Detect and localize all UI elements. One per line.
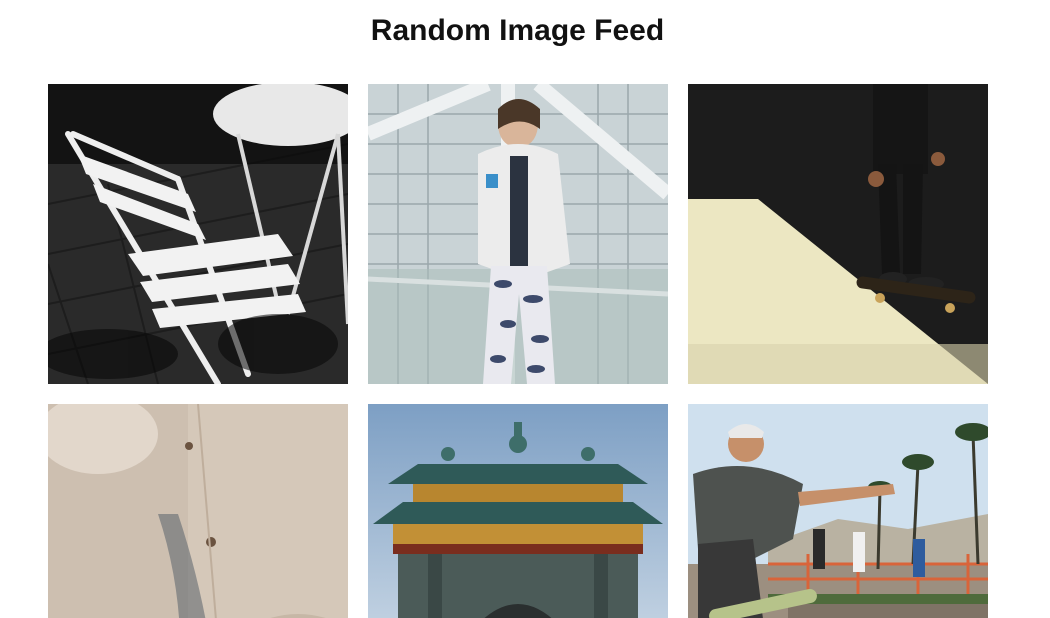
feed-image-2[interactable] (368, 84, 668, 384)
page-title: Random Image Feed (370, 14, 665, 47)
feed-image-6[interactable] (688, 404, 988, 618)
feed-image-3[interactable] (688, 84, 988, 384)
cafe-chair-photo (48, 84, 348, 384)
skater-legs-photo (688, 84, 988, 384)
jacket-person-photo (368, 84, 668, 384)
feed-image-5[interactable] (368, 404, 668, 618)
feed-image-4[interactable] (48, 404, 348, 618)
cardigan-photo (48, 404, 348, 618)
skatepark-photo (688, 404, 988, 618)
image-grid (48, 84, 988, 618)
temple-gate-photo (368, 404, 668, 618)
feed-image-1[interactable] (48, 84, 348, 384)
